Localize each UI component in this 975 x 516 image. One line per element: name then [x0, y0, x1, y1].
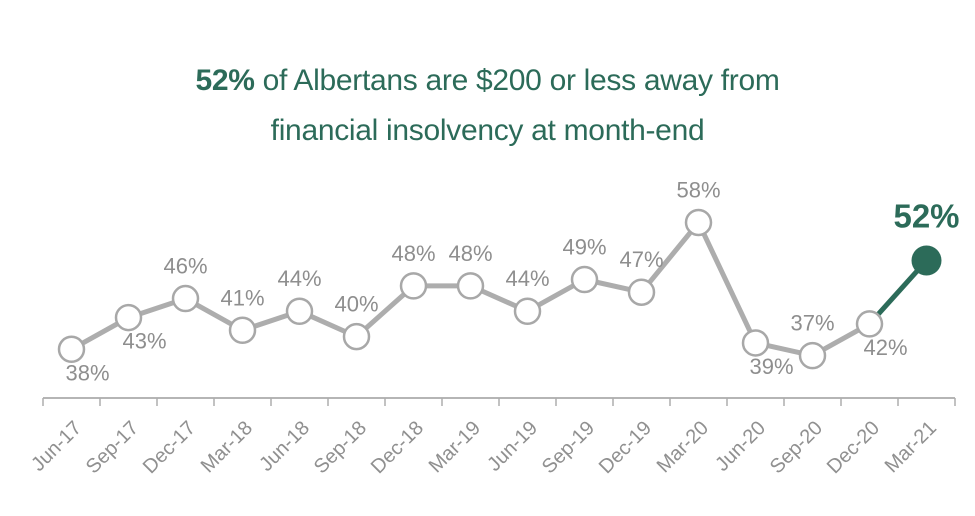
x-tick-label: Sep-17	[82, 417, 143, 478]
data-point-label: 58%	[676, 177, 720, 202]
data-point-label: 41%	[220, 285, 264, 310]
chart-title-highlight: 52%	[195, 64, 255, 97]
chart-title: 52% of Albertans are $200 or less away f…	[0, 56, 975, 156]
x-tick-label: Sep-19	[538, 417, 599, 478]
x-tick-label: Dec-17	[139, 417, 200, 478]
data-point-marker	[114, 303, 143, 332]
data-point-marker	[627, 278, 656, 306]
x-tick-label: Dec-20	[823, 417, 884, 478]
data-point-label: 38%	[65, 360, 109, 385]
data-point-label: 49%	[562, 235, 606, 260]
highlight-data-point-label: 52%	[893, 198, 959, 235]
data-point-label: 43%	[122, 329, 166, 354]
data-labels: 38% 43% 46% 41% 44% 40% 48% 48% 44% 49% 47% 58% 39% 3…	[65, 177, 959, 385]
x-tick-label: Sep-20	[766, 417, 827, 478]
data-point-marker	[798, 341, 827, 370]
data-point-label: 48%	[448, 241, 492, 266]
data-point-label: 46%	[163, 254, 207, 279]
data-point-marker	[57, 335, 86, 364]
x-tick-label: Sep-18	[310, 417, 371, 478]
data-point-marker	[684, 208, 713, 237]
x-tick-label: Jun-20	[711, 417, 770, 476]
data-point-label: 37%	[790, 311, 834, 336]
data-point-marker	[855, 310, 884, 338]
chart-title-line1-rest: of Albertans are $200 or less away from	[254, 64, 780, 97]
x-tick-label: Jun-19	[483, 417, 542, 476]
x-axis	[42, 397, 956, 406]
x-tick-label: Jun-17	[27, 417, 86, 476]
x-tick-label: Dec-18	[367, 417, 428, 478]
data-point-marker	[741, 329, 770, 357]
data-point-label: 39%	[749, 354, 793, 379]
x-tick-label: Jun-18	[255, 417, 314, 476]
data-point-marker	[399, 272, 428, 300]
x-tick-label: Mar-19	[425, 417, 485, 477]
data-point-label: 42%	[863, 335, 907, 360]
data-point-marker	[228, 316, 257, 345]
x-tick-label: Mar-18	[197, 417, 257, 477]
data-point-marker	[342, 322, 371, 351]
series-line	[70, 220, 929, 359]
data-point-marker	[456, 272, 485, 300]
data-point-label: 48%	[391, 241, 435, 266]
data-point-marker	[513, 297, 542, 325]
data-point-label: 40%	[334, 292, 378, 317]
data-point-marker	[570, 265, 599, 294]
data-point-marker	[171, 284, 200, 313]
x-axis-labels: Jun-17Sep-17Dec-17Mar-18Jun-18Sep-18Dec-…	[27, 417, 941, 478]
chart-title-line-1: 52% of Albertans are $200 or less away f…	[0, 56, 975, 106]
highlight-data-point-marker	[911, 245, 942, 276]
data-point-label: 44%	[277, 266, 321, 291]
series-markers	[57, 208, 942, 370]
x-tick-label: Mar-20	[653, 417, 713, 477]
data-point-marker	[285, 297, 314, 325]
data-point-label: 47%	[619, 247, 663, 272]
data-point-label: 44%	[505, 266, 549, 291]
x-tick-label: Dec-19	[595, 417, 656, 478]
chart-title-line-2: financial insolvency at month-end	[270, 114, 705, 147]
x-tick-label: Mar-21	[881, 417, 941, 477]
